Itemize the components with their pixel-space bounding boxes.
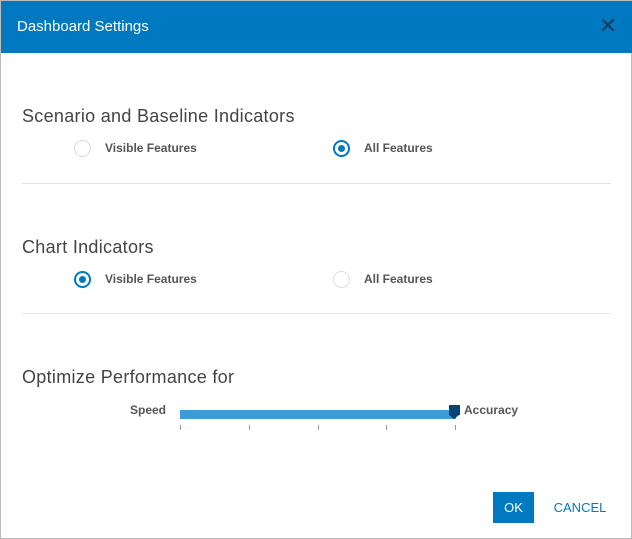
scenario-all-features-label[interactable]: All Features — [364, 141, 433, 155]
slider-tick — [248, 425, 250, 430]
slider-tick — [317, 425, 319, 430]
close-icon[interactable]: ✕ — [598, 13, 618, 38]
dialog-header: Dashboard Settings ✕ — [1, 1, 632, 53]
chart-all-features-label[interactable]: All Features — [364, 272, 433, 286]
chart-visible-features-radio[interactable] — [74, 271, 91, 288]
slider-tick — [180, 425, 181, 430]
scenario-section-title: Scenario and Baseline Indicators — [22, 106, 295, 126]
scenario-visible-features-radio[interactable] — [74, 140, 91, 157]
performance-slider-track[interactable] — [180, 410, 456, 419]
slider-tick — [386, 425, 388, 430]
chart-visible-features-label[interactable]: Visible Features — [105, 272, 197, 286]
chart-all-features-radio[interactable] — [333, 271, 350, 288]
scenario-all-features-radio[interactable] — [333, 140, 350, 157]
scenario-visible-features-label[interactable]: Visible Features — [105, 141, 197, 155]
ok-button[interactable]: OK — [493, 492, 534, 523]
performance-section-title: Optimize Performance for — [22, 367, 235, 387]
dialog-title: Dashboard Settings — [17, 18, 149, 35]
cancel-button[interactable]: CANCEL — [553, 500, 607, 515]
slider-tick — [455, 425, 456, 430]
divider — [22, 183, 611, 184]
chart-section-title: Chart Indicators — [22, 237, 154, 257]
performance-slider-handle[interactable] — [449, 405, 460, 419]
accuracy-label: Accuracy — [464, 403, 519, 417]
speed-label: Speed — [130, 403, 167, 417]
divider — [22, 313, 611, 314]
